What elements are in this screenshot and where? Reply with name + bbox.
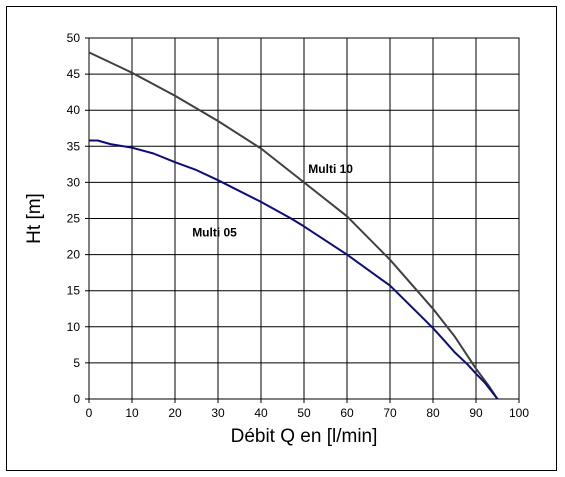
x-tick-label: 70 xyxy=(383,406,397,420)
x-tick-label: 80 xyxy=(426,406,440,420)
x-tick-label: 100 xyxy=(509,406,529,420)
x-tick-label: 40 xyxy=(254,406,268,420)
y-tick-label: 45 xyxy=(67,67,81,81)
y-tick-label: 15 xyxy=(67,284,81,298)
series-line-multi-10 xyxy=(88,51,499,400)
y-tick-label: 10 xyxy=(67,320,81,334)
series-label-multi-10: Multi 10 xyxy=(308,162,353,176)
x-tick-label: 30 xyxy=(211,406,225,420)
series-line-multi-05 xyxy=(89,139,499,400)
x-axis-title: Débit Q en [l/min] xyxy=(231,426,378,447)
x-tick-label: 60 xyxy=(340,406,354,420)
y-axis-title: Ht [m] xyxy=(24,193,45,244)
y-tick-label: 25 xyxy=(67,212,81,226)
y-tick-label: 20 xyxy=(67,248,81,262)
y-tick-label: 50 xyxy=(67,31,81,45)
x-tick-label: 0 xyxy=(86,406,93,420)
gridlines xyxy=(85,37,520,403)
y-tick-label: 35 xyxy=(67,139,81,153)
y-tick-label: 40 xyxy=(67,103,81,117)
chart-frame: 0 10 20 30 40 50 60 70 80 90 100 0 5 10 15 20 25 30 35 40 45… xyxy=(6,6,557,471)
tick-labels: 0 10 20 30 40 50 60 70 80 90 100 0 5 10 15 20 25 30 35 40 45… xyxy=(67,31,530,420)
x-tick-label: 90 xyxy=(469,406,483,420)
y-tick-label: 30 xyxy=(67,175,81,189)
x-tick-label: 10 xyxy=(125,406,139,420)
y-tick-label: 5 xyxy=(73,356,80,370)
x-tick-label: 20 xyxy=(168,406,182,420)
y-tick-label: 0 xyxy=(73,392,80,406)
series-lines xyxy=(88,51,499,400)
plot-area xyxy=(88,37,520,400)
x-tick-label: 50 xyxy=(297,406,311,420)
series-label-multi-05: Multi 05 xyxy=(192,226,237,240)
line-chart: 0 10 20 30 40 50 60 70 80 90 100 0 5 10 15 20 25 30 35 40 45… xyxy=(24,31,530,447)
